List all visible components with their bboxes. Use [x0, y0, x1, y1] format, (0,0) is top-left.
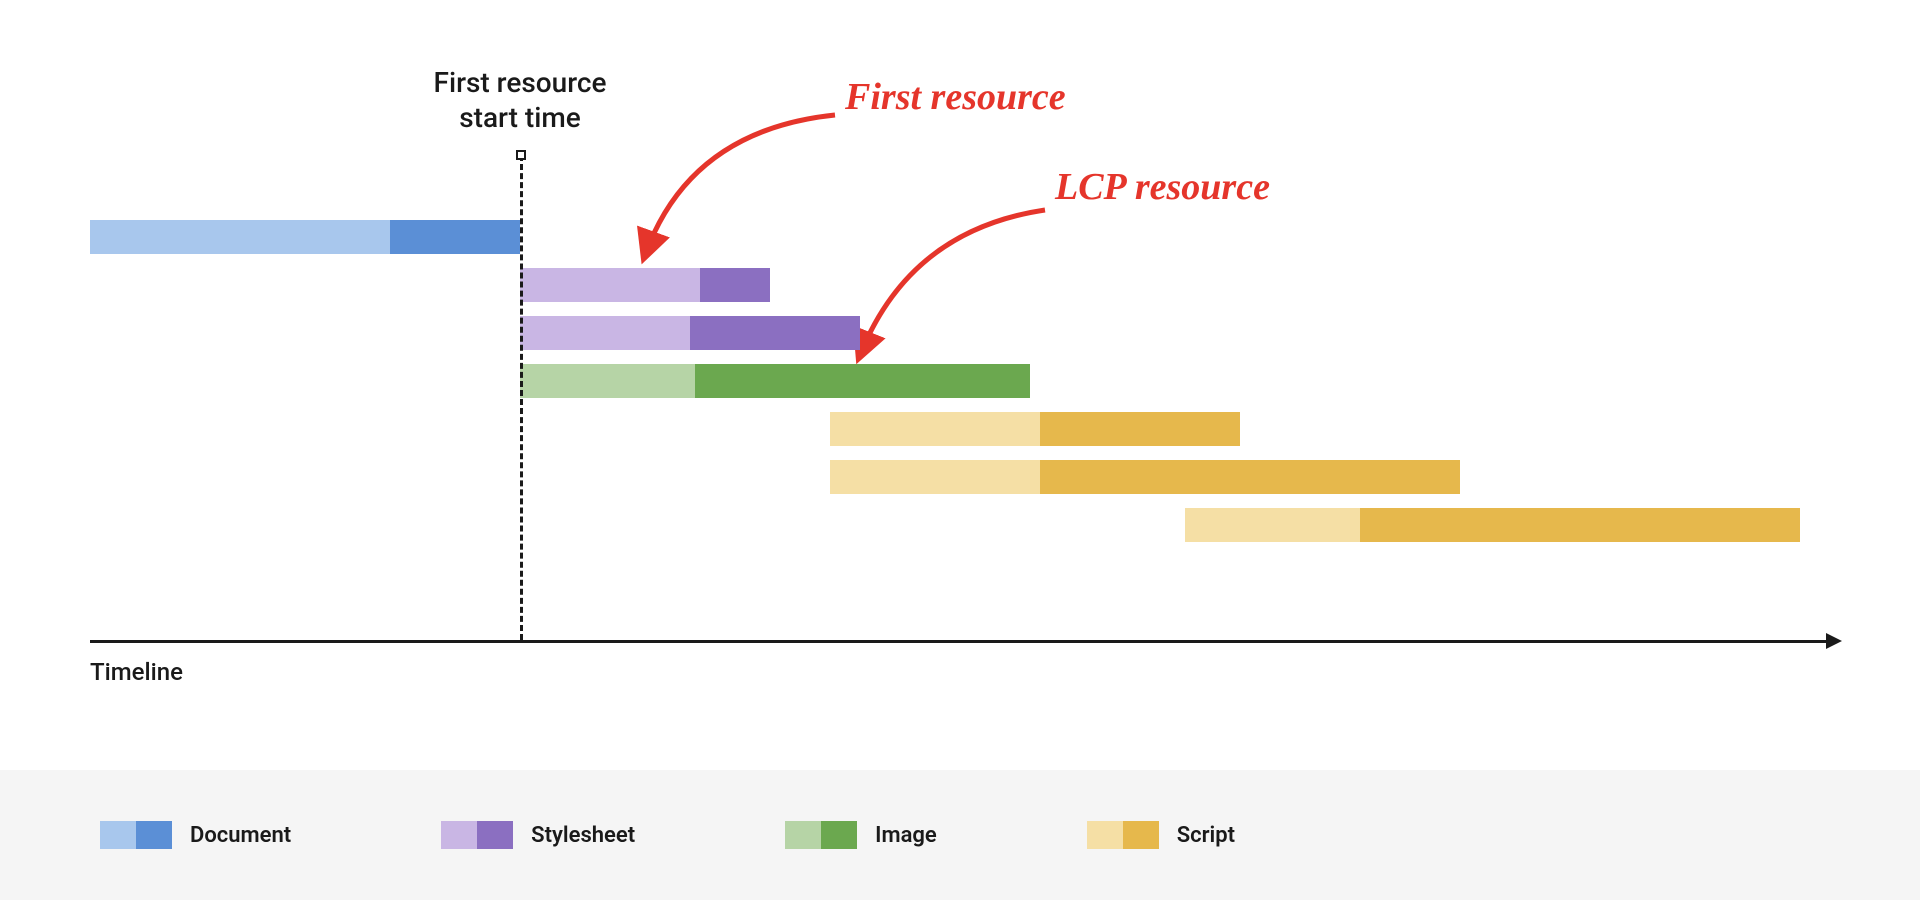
legend-swatch-icon	[100, 821, 172, 849]
legend-swatch-icon	[441, 821, 513, 849]
bar-segment-dark	[1040, 460, 1460, 494]
bar-script	[830, 412, 1240, 446]
diagram-canvas: First resource start time Timeline First r…	[0, 0, 1920, 900]
bar-segment-dark	[690, 316, 860, 350]
legend-item-script: Script	[1087, 821, 1235, 849]
bar-segment-dark	[390, 220, 520, 254]
bar-image	[520, 364, 1030, 398]
annotation-label: First resource	[845, 75, 1066, 119]
bar-segment-light	[90, 220, 390, 254]
annotation-arrow-icon	[860, 210, 1045, 355]
legend-swatch-icon	[785, 821, 857, 849]
marker-head-icon	[516, 150, 526, 160]
bar-stylesheet	[520, 268, 770, 302]
legend-label: Script	[1177, 823, 1235, 848]
annotation-arrow-icon	[645, 115, 835, 255]
bar-segment-dark	[1360, 508, 1800, 542]
legend-strip: Document Stylesheet Image Script	[0, 770, 1920, 900]
bar-segment-dark	[695, 364, 1030, 398]
bar-segment-dark	[1040, 412, 1240, 446]
legend-item-document: Document	[100, 821, 291, 849]
bar-script	[830, 460, 1460, 494]
annotation-label: LCP resource	[1055, 165, 1270, 209]
bar-stylesheet	[520, 316, 860, 350]
bar-segment-light	[520, 364, 695, 398]
bar-segment-light	[520, 316, 690, 350]
bar-segment-light	[1185, 508, 1360, 542]
legend-label: Stylesheet	[531, 823, 635, 848]
waterfall-chart: First resource start timeTimelineFirst r…	[90, 60, 1830, 680]
bar-segment-light	[520, 268, 700, 302]
legend-items: Document Stylesheet Image Script	[100, 821, 1820, 849]
legend-item-image: Image	[785, 821, 937, 849]
legend-item-stylesheet: Stylesheet	[441, 821, 635, 849]
bar-segment-dark	[700, 268, 770, 302]
first-resource-marker-label: First resource start time	[370, 65, 670, 135]
bar-document	[90, 220, 520, 254]
legend-swatch-icon	[1087, 821, 1159, 849]
bar-segment-light	[830, 412, 1040, 446]
timeline-axis	[90, 640, 1830, 643]
first-resource-marker-line	[520, 155, 523, 640]
legend-label: Image	[875, 823, 937, 848]
timeline-axis-label: Timeline	[90, 658, 183, 686]
bar-segment-light	[830, 460, 1040, 494]
legend-label: Document	[190, 823, 291, 848]
bar-script	[1185, 508, 1800, 542]
axis-arrow-icon	[1826, 633, 1842, 649]
